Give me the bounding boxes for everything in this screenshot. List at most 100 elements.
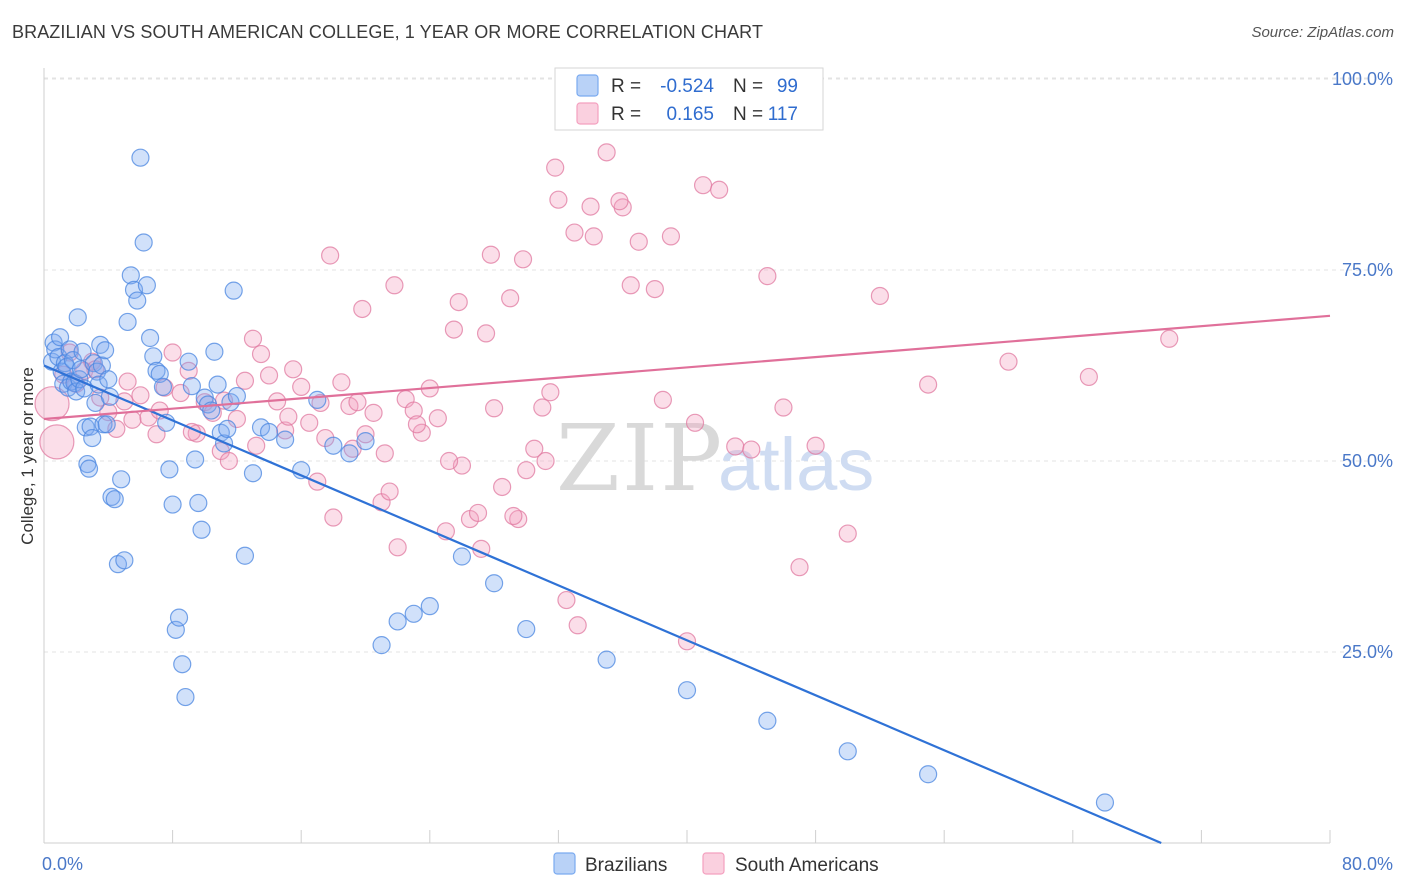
point-brazilians-79 [259, 422, 279, 442]
trend-line-south-americans [43, 314, 1331, 421]
point-south-americans-80 [870, 286, 890, 306]
legend-n-value-brazilians: 99 [777, 76, 798, 97]
point-south-americans-63 [541, 383, 560, 402]
point-south-americans-18 [179, 361, 198, 380]
watermark-zip: ZIP [556, 405, 724, 512]
point-south-americans-115 [1079, 367, 1098, 387]
point-brazilians-22 [79, 459, 99, 478]
point-south-americans-86 [247, 436, 266, 455]
point-south-americans-72 [661, 227, 681, 246]
point-brazilians-18 [73, 342, 92, 361]
point-brazilians-24 [83, 428, 102, 448]
point-south-americans-39 [348, 393, 367, 412]
point-south-americans-36 [324, 508, 343, 527]
point-brazilians-83 [324, 436, 343, 455]
point-south-americans-44 [388, 538, 407, 557]
point-south-americans-17 [171, 383, 190, 403]
y-axis-label: College, 1 year or more [18, 367, 37, 545]
point-brazilians-98 [1095, 793, 1115, 812]
legend-r-label-brazilians: R = [611, 76, 641, 97]
trend-layer [43, 314, 1331, 845]
point-south-americans-106 [513, 250, 533, 269]
point-south-americans-33 [300, 413, 319, 432]
point-south-americans-108 [610, 192, 629, 211]
point-south-americans-98 [621, 276, 640, 295]
point-south-americans-70 [629, 232, 648, 251]
point-brazilians-89 [420, 597, 439, 616]
point-south-americans-41 [364, 403, 383, 422]
point-south-americans-65 [557, 590, 576, 610]
legend-n-label-brazilians: N = [733, 76, 763, 97]
legend-frame [554, 67, 824, 131]
point-south-americans-110 [742, 440, 761, 459]
point-south-americans-116 [1160, 329, 1179, 348]
point-brazilians-29 [91, 335, 110, 354]
point-brazilians-85 [356, 432, 375, 451]
point-brazilians-33 [97, 415, 116, 434]
point-south-americans-87 [279, 407, 298, 426]
point-south-americans-96 [568, 616, 587, 635]
point-brazilians-52 [153, 377, 173, 396]
point-brazilians-92 [517, 619, 536, 639]
point-south-americans-114 [999, 352, 1018, 371]
point-south-americans-37 [332, 373, 351, 392]
bottom-legend: Brazilians South Americans [553, 852, 879, 876]
point-brazilians-41 [118, 312, 137, 332]
point-south-americans-71 [645, 280, 664, 299]
point-south-americans-26 [243, 329, 263, 348]
bottom-legend-swatch-south-americans [702, 852, 725, 875]
point-south-americans-97 [584, 227, 603, 246]
point-brazilians-77 [243, 464, 263, 483]
point-brazilians-36 [102, 487, 121, 507]
point-brazilians-68 [205, 342, 224, 361]
point-south-americans-55 [476, 324, 496, 343]
point-south-americans-46 [404, 401, 423, 420]
point-brazilians-47 [137, 276, 156, 295]
legend-box: R = -0.524 N = 99 R = 0.165 N = 117 [554, 67, 824, 131]
point-south-americans-102 [353, 299, 372, 319]
point-south-americans-62 [533, 398, 552, 417]
x-tick-label-1: 80.0% [1342, 854, 1393, 874]
point-brazilians-40 [115, 551, 134, 570]
bottom-legend-label-brazilians: Brazilians [585, 855, 667, 876]
point-south-americans-13 [139, 408, 158, 427]
point-south-americans-100 [685, 413, 705, 432]
x-tick-label-0: 0.0% [42, 854, 83, 874]
series-south-americans [34, 69, 1179, 651]
legend-n-value-south-americans: 117 [768, 104, 798, 125]
point-south-americans-28 [259, 366, 279, 385]
point-brazilians-37 [105, 490, 124, 509]
point-south-americans-57 [493, 477, 512, 497]
chart-source: Source: ZipAtlas.com [1251, 24, 1394, 41]
point-south-americans-60 [517, 461, 536, 480]
point-south-americans-91 [407, 415, 427, 434]
point-south-americans-23 [219, 451, 238, 471]
point-brazilians-42 [121, 266, 140, 285]
point-brazilians-46 [134, 233, 153, 252]
point-brazilians-87 [388, 612, 407, 631]
point-south-americans-68 [597, 143, 616, 162]
point-brazilians-50 [147, 361, 166, 380]
point-brazilians-54 [160, 460, 179, 479]
point-south-americans-103 [385, 276, 404, 295]
point-brazilians-4 [50, 328, 70, 347]
point-south-americans-105 [481, 245, 500, 264]
point-south-americans-94 [504, 506, 523, 526]
point-brazilians-34 [99, 370, 118, 389]
legend-r-value-south-americans: 0.165 [666, 104, 714, 125]
point-brazilians-80 [276, 430, 295, 449]
point-south-americans-66 [565, 223, 584, 242]
point-south-americans-75 [710, 180, 729, 199]
point-south-americans-31 [284, 360, 303, 379]
watermark: ZIP atlas [556, 405, 874, 512]
point-brazilians-90 [452, 547, 472, 566]
point-south-americans-99 [653, 390, 672, 409]
point-south-americans-51 [444, 320, 464, 339]
bottom-legend-label-south-americans: South Americans [735, 855, 879, 876]
y-tick-labels: 25.0% 50.0% 75.0% 100.0% [1332, 69, 1393, 662]
watermark-atlas: atlas [718, 423, 874, 506]
point-brazilians-97 [919, 765, 938, 784]
point-brazilians-93 [597, 650, 616, 669]
y-tick-label-2: 75.0% [1342, 260, 1393, 280]
point-south-americans-90 [375, 444, 394, 463]
